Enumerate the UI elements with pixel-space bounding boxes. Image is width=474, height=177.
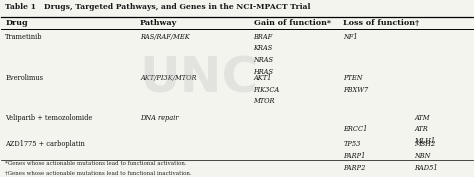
Text: PARP1: PARP1 [343, 152, 366, 160]
Text: KRAS: KRAS [254, 44, 273, 52]
Text: PARP2: PARP2 [343, 164, 366, 172]
Text: *Genes whose actionable mutations lead to functional activation.: *Genes whose actionable mutations lead t… [5, 161, 187, 165]
Text: PTEN: PTEN [343, 74, 363, 82]
Text: NRAS: NRAS [254, 56, 273, 64]
Text: Loss of function†: Loss of function† [343, 19, 419, 27]
Text: RAS/RAF/MEK: RAS/RAF/MEK [140, 33, 190, 41]
Text: PIK3CA: PIK3CA [254, 86, 280, 94]
Text: Drug: Drug [5, 19, 28, 27]
Text: Everolimus: Everolimus [5, 74, 44, 82]
Text: ERCC1: ERCC1 [343, 125, 368, 133]
Text: Trametinib: Trametinib [5, 33, 43, 41]
Text: DNA repair: DNA repair [140, 113, 179, 122]
Text: Pathway: Pathway [140, 19, 177, 27]
Text: MLH1: MLH1 [414, 137, 435, 145]
Text: ATR: ATR [414, 125, 428, 133]
Text: MTOR: MTOR [254, 97, 275, 105]
Text: TP53: TP53 [343, 140, 361, 148]
Text: BRAF: BRAF [254, 33, 273, 41]
Text: ATM: ATM [414, 113, 430, 122]
Text: FBXW7: FBXW7 [343, 86, 369, 94]
Text: †Genes whose actionable mutations lead to functional inactivation.: †Genes whose actionable mutations lead t… [5, 171, 192, 176]
Text: Gain of function*: Gain of function* [254, 19, 330, 27]
Text: AKT1: AKT1 [254, 74, 272, 82]
Text: RAD51: RAD51 [414, 164, 438, 172]
Text: Veliparib + temozolomide: Veliparib + temozolomide [5, 113, 93, 122]
Text: NBN: NBN [414, 152, 430, 160]
Text: AKT/PI3K/MTOR: AKT/PI3K/MTOR [140, 74, 197, 82]
Text: NF1: NF1 [343, 33, 358, 41]
Text: HRAS: HRAS [254, 68, 273, 76]
Text: UNC: UNC [139, 54, 259, 102]
Text: MSH2: MSH2 [414, 140, 436, 148]
Text: AZD1775 + carboplatin: AZD1775 + carboplatin [5, 140, 85, 148]
Text: Table 1   Drugs, Targeted Pathways, and Genes in the NCI-MPACT Trial: Table 1 Drugs, Targeted Pathways, and Ge… [5, 3, 311, 11]
